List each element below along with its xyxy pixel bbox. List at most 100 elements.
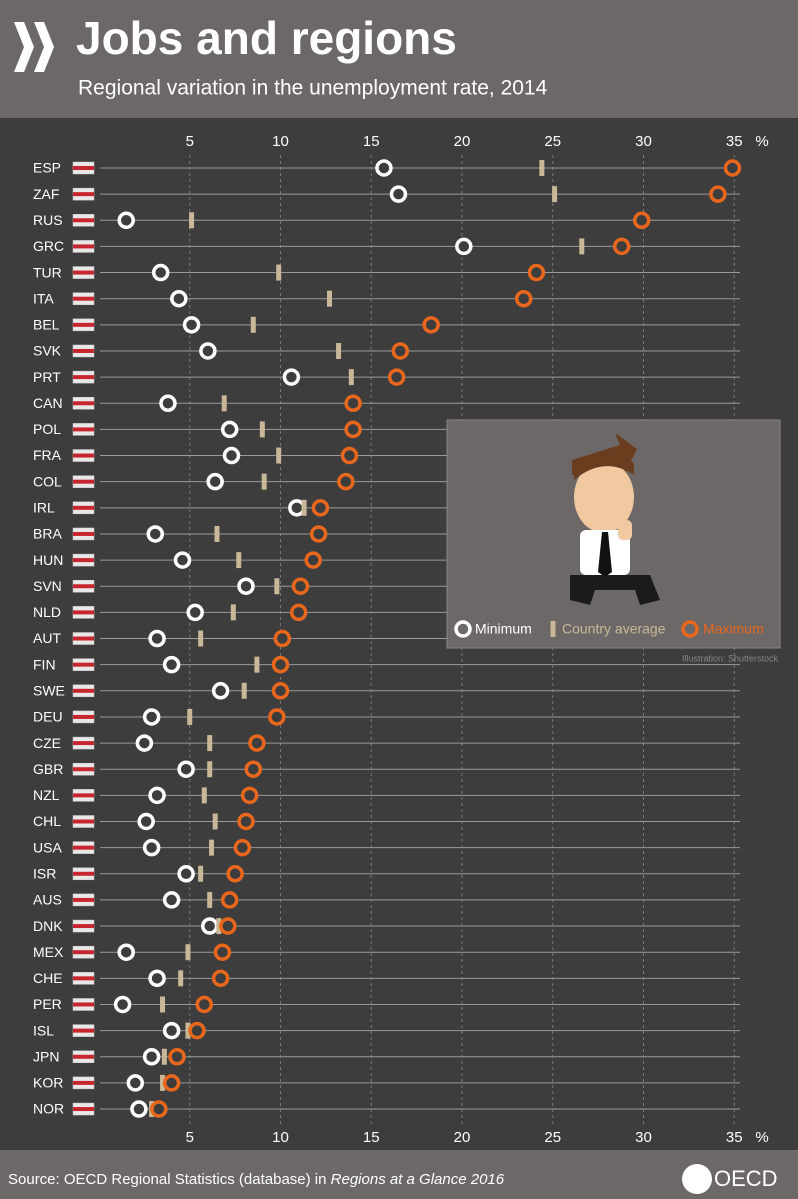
maximum-marker <box>268 708 286 726</box>
maximum-marker <box>340 446 359 465</box>
flag-stripe <box>73 1054 94 1059</box>
legend-marker <box>550 621 556 637</box>
average-marker <box>336 342 342 359</box>
average-marker <box>207 761 213 778</box>
legend-label: Minimum <box>475 621 532 637</box>
minimum-marker <box>455 237 473 256</box>
illustration <box>570 433 660 605</box>
minimum-marker <box>375 159 393 177</box>
maximum-marker <box>309 525 328 543</box>
flag-stripe <box>73 558 94 563</box>
y-tick-label: DEU <box>33 709 63 725</box>
average-marker <box>198 630 204 647</box>
y-tick-label: COL <box>33 473 62 489</box>
y-tick-label: ZAF <box>33 186 59 202</box>
flag-stripe <box>73 610 94 615</box>
illustration-panel <box>446 419 781 649</box>
minimum-marker <box>211 682 230 700</box>
flag-stripe <box>73 741 94 746</box>
maximum-marker <box>514 289 533 308</box>
maximum-marker <box>226 865 244 883</box>
flag-stripe <box>73 479 94 484</box>
legend-marker <box>454 620 472 638</box>
y-tick-label: AUT <box>33 630 61 646</box>
flag-stripe <box>73 584 94 589</box>
y-tick-label: CHE <box>33 970 63 986</box>
minimum-marker <box>148 629 166 648</box>
average-marker <box>185 1022 191 1039</box>
flag-stripe <box>73 244 94 249</box>
minimum-marker <box>130 1100 148 1118</box>
minimum-marker <box>148 969 166 988</box>
minimum-marker <box>220 420 239 439</box>
average-marker <box>212 813 218 830</box>
minimum-marker <box>222 446 241 465</box>
flag-stripe <box>73 505 94 510</box>
maximum-marker <box>273 629 292 648</box>
minimum-marker <box>170 289 188 308</box>
minimum-marker <box>177 865 195 883</box>
y-tick-label: CHL <box>33 813 61 829</box>
average-marker <box>552 186 558 203</box>
minimum-marker <box>162 1021 181 1040</box>
flag-stripe <box>73 871 94 876</box>
minimum-marker <box>142 838 161 857</box>
minimum-marker <box>113 995 132 1014</box>
y-tick-label: RUS <box>33 212 63 228</box>
x-tick-label: 5 <box>186 1129 194 1146</box>
x-tick-label: 15 <box>363 133 380 150</box>
maximum-marker <box>311 499 330 517</box>
maximum-marker <box>709 185 727 203</box>
average-marker <box>236 552 242 569</box>
maximum-marker <box>344 420 362 439</box>
minimum-marker <box>117 211 135 230</box>
minimum-marker <box>177 760 195 778</box>
minimum-marker <box>159 394 177 413</box>
logo-text: OECD <box>714 1166 778 1191</box>
minimum-marker <box>148 786 166 805</box>
y-tick-label: PRT <box>33 369 61 385</box>
average-marker <box>207 735 213 752</box>
y-tick-label: ISL <box>33 1022 54 1038</box>
maximum-marker <box>213 943 232 961</box>
average-marker <box>214 525 220 542</box>
flag-stripe <box>73 192 94 197</box>
maximum-marker <box>527 263 546 282</box>
y-tick-label: ESP <box>33 160 61 176</box>
minimum-marker <box>142 1048 161 1066</box>
y-tick-label: POL <box>33 421 61 437</box>
y-tick-label: TUR <box>33 264 62 280</box>
average-marker <box>209 839 215 856</box>
flag-stripe <box>73 166 94 170</box>
flag-stripe <box>73 688 94 693</box>
flag-stripe <box>73 218 94 223</box>
minimum-marker <box>142 708 161 726</box>
flag-stripe <box>73 401 94 406</box>
x-tick-label: 15 <box>363 1129 380 1146</box>
y-tick-label: CZE <box>33 735 61 751</box>
flag-stripe <box>73 845 94 850</box>
y-tick-label: NLD <box>33 604 61 620</box>
maximum-marker <box>723 159 742 177</box>
flag-stripe <box>73 767 94 772</box>
average-marker <box>216 918 222 935</box>
minimum-marker <box>162 891 181 909</box>
average-marker <box>207 891 213 908</box>
y-tick-label: FIN <box>33 656 56 672</box>
legend-label: Maximum <box>703 621 764 637</box>
y-tick-label: KOR <box>33 1075 63 1091</box>
average-marker <box>254 656 260 673</box>
maximum-marker <box>291 577 310 595</box>
y-tick-label: BEL <box>33 317 60 333</box>
maximum-marker <box>304 551 322 569</box>
minimum-marker <box>186 603 204 622</box>
logo-marks <box>14 22 54 72</box>
maximum-marker <box>150 1100 168 1118</box>
minimum-marker <box>237 577 255 595</box>
y-tick-label: PER <box>33 996 62 1012</box>
minimum-marker <box>282 368 301 386</box>
flag-stripe <box>73 897 94 902</box>
y-tick-label: GRC <box>33 238 64 254</box>
minimum-marker <box>137 812 155 831</box>
